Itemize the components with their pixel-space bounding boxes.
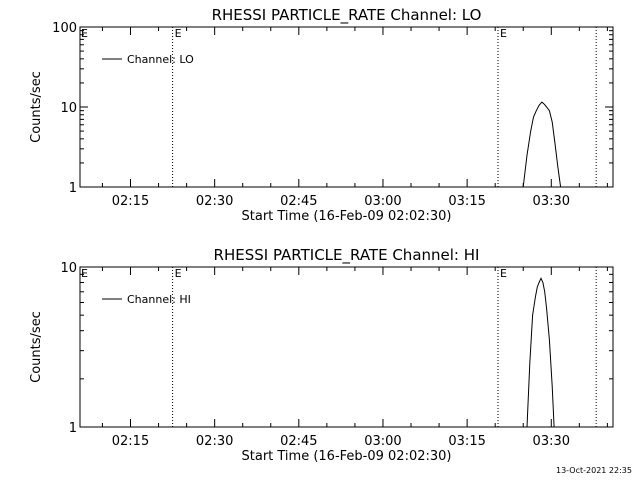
chart-1-title: RHESSI PARTICLE_RATE Channel: LO (212, 6, 482, 25)
chart-2-title: RHESSI PARTICLE_RATE Channel: HI (214, 246, 480, 265)
chart-1-event-label-left: E (81, 27, 88, 40)
chart-1-x-axis-label: Start Time (16-Feb-09 02:02:30) (242, 209, 452, 224)
chart-2-y-tick-label: 10 (60, 261, 77, 276)
chart-2-event-label: E (500, 267, 507, 280)
chart-1-x-tick-label: 02:30 (196, 194, 233, 209)
chart-1-x-tick-label: 02:15 (112, 194, 149, 209)
chart-1-y-axis-label: Counts/sec (29, 71, 44, 143)
chart-1-y-tick-label: 10 (60, 101, 77, 116)
chart-1-series-line (522, 101, 562, 188)
chart-2-series-line (526, 277, 555, 428)
chart-1-x-tick-label: 03:00 (364, 194, 401, 209)
chart-2-legend-label: Channel: HI (127, 293, 191, 306)
chart-1-y-tick-label: 1 (69, 181, 77, 196)
chart-1-event-label: E (500, 27, 507, 40)
chart-2-x-tick-label: 02:30 (196, 434, 233, 449)
chart-1-x-tick-label: 03:15 (448, 194, 485, 209)
chart-1-plot-frame (79, 26, 614, 188)
chart-1-x-tick-label: 02:45 (280, 194, 317, 209)
chart-1-y-tick-label: 100 (52, 21, 77, 36)
chart-1-event-label: E (175, 27, 182, 40)
chart-2-x-tick-label: 03:30 (533, 434, 570, 449)
chart-2-x-axis-label: Start Time (16-Feb-09 02:02:30) (242, 449, 452, 464)
chart-1-x-tick-label: 03:30 (533, 194, 570, 209)
chart-2-x-tick-label: 03:00 (364, 434, 401, 449)
chart-2-x-tick-label: 03:15 (448, 434, 485, 449)
chart-2-event-label-left: E (81, 267, 88, 280)
chart-2-plot-frame (79, 266, 614, 428)
chart-2-x-tick-label: 02:45 (280, 434, 317, 449)
chart-2-y-tick-label: 1 (69, 421, 77, 436)
chart-2-y-axis-label: Counts/sec (29, 311, 44, 383)
chart-2-x-tick-label: 02:15 (112, 434, 149, 449)
footer-timestamp: 13-Oct-2021 22:35 (556, 466, 632, 475)
chart-2-event-label: E (175, 267, 182, 280)
chart-1-legend-label: Channel: LO (127, 53, 194, 66)
